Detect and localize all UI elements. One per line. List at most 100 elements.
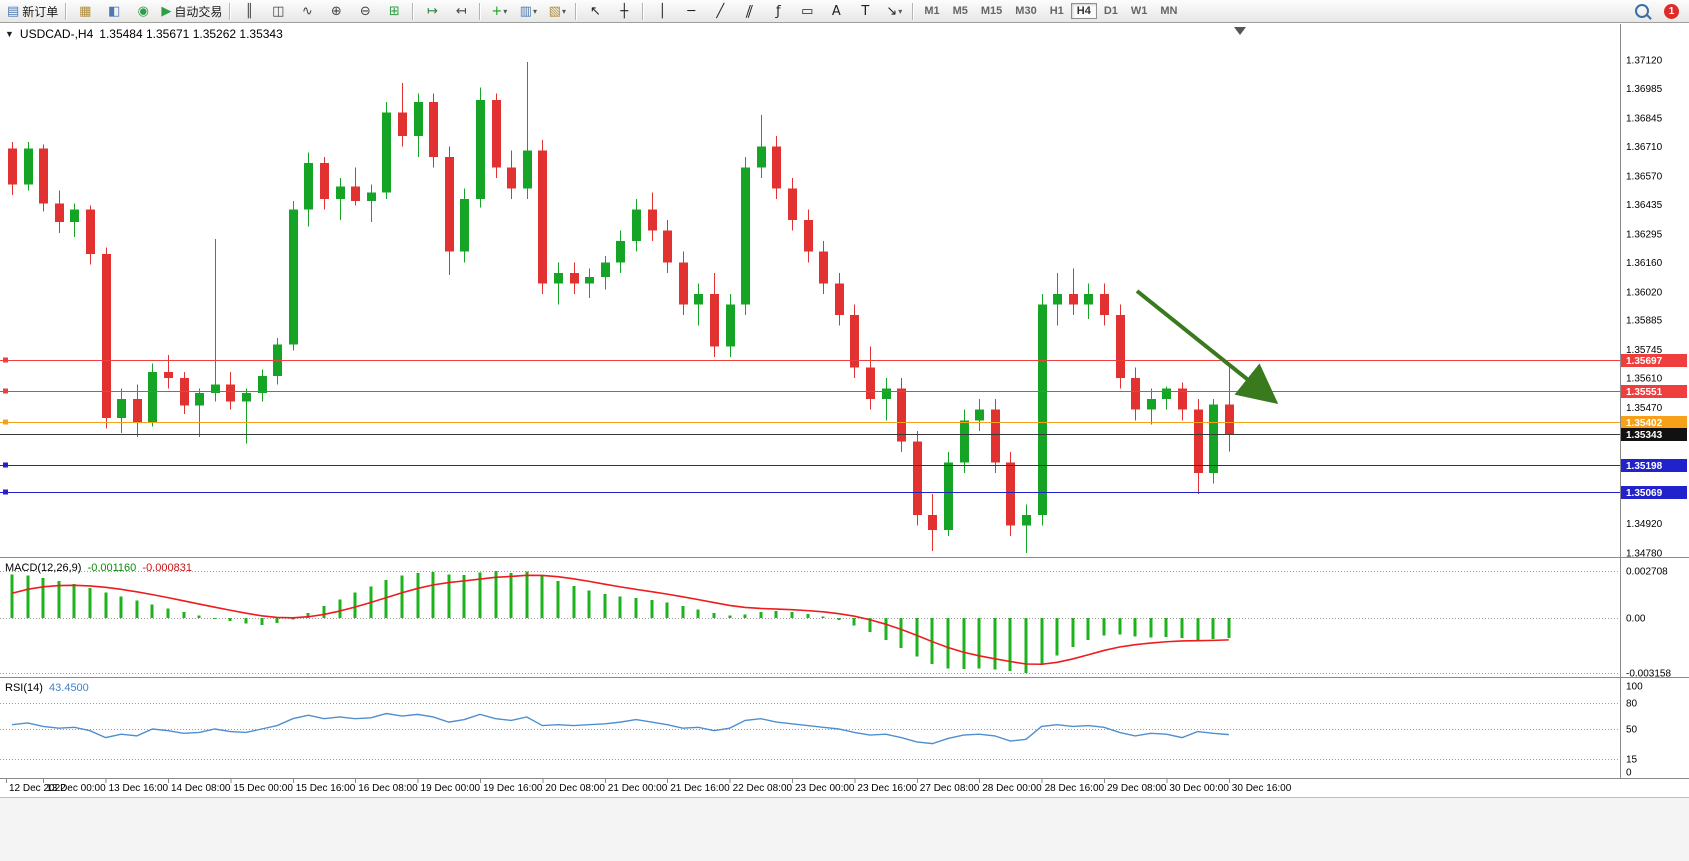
svg-text:29 Dec 08:00: 29 Dec 08:00: [1107, 783, 1167, 794]
macd-bar: [1071, 617, 1075, 647]
candle-body: [398, 112, 407, 136]
macd-bar: [462, 574, 466, 618]
macd-bar: [650, 599, 654, 618]
templates-button[interactable]: ▧ ▾: [543, 1, 571, 22]
candle-body: [382, 112, 391, 193]
hline-1.35069[interactable]: 1.35069: [0, 486, 1687, 499]
dropdown-arrow-icon[interactable]: ▾: [561, 6, 566, 16]
macd-bar: [899, 617, 903, 648]
candle-body: [523, 150, 532, 189]
zoom-out-button[interactable]: ⊖: [351, 1, 379, 22]
channel-button[interactable]: ∥: [735, 1, 763, 22]
trendline-button[interactable]: ╱: [706, 1, 734, 22]
chart-shift-marker[interactable]: [1234, 27, 1246, 35]
period-button-m30[interactable]: M30: [1015, 5, 1037, 17]
macd-bar: [1227, 617, 1231, 639]
hline-1.35198[interactable]: 1.35198: [0, 459, 1687, 472]
line-handle: [3, 357, 8, 363]
current-price-line[interactable]: 1.35343: [0, 428, 1687, 441]
price-axis[interactable]: 1.37120 1.36985 1.36845 1.36710 1.36570 1.364…: [1626, 56, 1663, 560]
macd-pane[interactable]: 0.002708 0.00 -0.003158: [0, 567, 1671, 680]
macd-bar: [228, 617, 232, 622]
shapes-button[interactable]: ▭: [793, 1, 821, 22]
arrows-button[interactable]: ↘ ▾: [880, 1, 908, 22]
period-button-h1[interactable]: H1: [1049, 5, 1064, 17]
line-handle: [3, 388, 8, 394]
search-icon: [1635, 4, 1649, 18]
hline-1.35697[interactable]: 1.35697: [0, 354, 1687, 367]
indicators-button[interactable]: + ▾: [485, 1, 513, 22]
macd-bar: [135, 600, 139, 618]
charts-button[interactable]: ▦: [71, 1, 99, 22]
candle-body: [1225, 404, 1234, 435]
hline-1.35551[interactable]: 1.35551: [0, 385, 1687, 398]
macd-bar: [946, 617, 950, 669]
horizontal-line-button[interactable]: ─: [677, 1, 705, 22]
period-button-mn[interactable]: MN: [1160, 5, 1178, 17]
candlestick-button[interactable]: ◫: [264, 1, 292, 22]
dropdown-arrow-icon[interactable]: ▾: [503, 6, 508, 16]
periods-button[interactable]: ▥ ▾: [514, 1, 542, 22]
dropdown-arrow-icon[interactable]: ▾: [898, 6, 903, 16]
chart-window[interactable]: 1.37120 1.36985 1.36845 1.36710 1.36570 1.364…: [0, 0, 1689, 800]
line-chart-button[interactable]: ∿: [293, 1, 321, 22]
macd-bar: [400, 575, 404, 618]
cursor-button[interactable]: ↖: [581, 1, 609, 22]
svg-text:30 Dec 16:00: 30 Dec 16:00: [1232, 783, 1292, 794]
svg-text:28 Dec 16:00: 28 Dec 16:00: [1045, 783, 1105, 794]
period-button-m15[interactable]: M15: [980, 5, 1003, 17]
crosshair-button[interactable]: ┼: [610, 1, 638, 22]
svg-text:0.002708: 0.002708: [1626, 567, 1668, 578]
candle-body: [1006, 462, 1015, 526]
hline-1.35402[interactable]: 1.35402: [0, 416, 1687, 429]
period-button-h4[interactable]: H4: [1070, 3, 1097, 19]
zoom-in-button[interactable]: ⊕: [322, 1, 350, 22]
candle-body: [866, 367, 875, 400]
candle-body: [476, 100, 485, 200]
crosshair-icon: ┼: [620, 3, 629, 19]
trend-arrow[interactable]: [1135, 289, 1279, 404]
search-button[interactable]: [1628, 1, 1656, 22]
horizontal-line-icon: ─: [687, 3, 696, 19]
collapse-triangle-icon[interactable]: ▼: [5, 29, 14, 39]
auto-scroll-button[interactable]: ↦: [418, 1, 446, 22]
candle-body: [913, 441, 922, 516]
text-button[interactable]: A: [822, 1, 850, 22]
period-button-m1[interactable]: M1: [924, 5, 940, 17]
line-chart-icon: ∿: [301, 3, 313, 19]
period-button-d1[interactable]: D1: [1103, 5, 1118, 17]
macd-bar: [774, 611, 778, 618]
refresh-button[interactable]: ◉: [129, 1, 157, 22]
autotrading-button[interactable]: ▶ 自动交易: [158, 1, 225, 22]
text-label-icon: T: [861, 3, 870, 19]
text-label-button[interactable]: T: [851, 1, 879, 22]
candle-body: [164, 371, 173, 379]
fibonacci-button[interactable]: ƒ: [764, 1, 792, 22]
svg-text:1.35402: 1.35402: [1626, 418, 1663, 429]
candles-layer[interactable]: [8, 62, 1234, 553]
candle-body: [429, 102, 438, 157]
profiles-button[interactable]: ◧: [100, 1, 128, 22]
macd-bar: [447, 574, 451, 618]
tile-windows-button[interactable]: ⊞: [380, 1, 408, 22]
svg-text:20 Dec 08:00: 20 Dec 08:00: [545, 783, 605, 794]
candle-body: [1084, 293, 1093, 305]
candle-body: [1178, 388, 1187, 410]
dropdown-arrow-icon[interactable]: ▾: [532, 6, 537, 16]
candle-body: [960, 420, 969, 463]
macd-bar: [572, 586, 576, 618]
svg-text:1.35610: 1.35610: [1626, 374, 1663, 385]
rsi-pane[interactable]: 100 80 50 15 0: [0, 682, 1643, 779]
period-button-m5[interactable]: M5: [952, 5, 968, 17]
candle-body: [195, 392, 204, 406]
period-button-w1[interactable]: W1: [1130, 5, 1148, 17]
new-order-button[interactable]: ▤ 新订单: [4, 1, 61, 22]
vertical-line-button[interactable]: │: [648, 1, 676, 22]
candle-body: [242, 392, 251, 402]
macd-bar: [166, 608, 170, 618]
chart-shift-button[interactable]: ↤: [447, 1, 475, 22]
notification-badge[interactable]: 1: [1664, 3, 1679, 19]
svg-text:21 Dec 00:00: 21 Dec 00:00: [608, 783, 668, 794]
bar-chart-button[interactable]: ║: [235, 1, 263, 22]
